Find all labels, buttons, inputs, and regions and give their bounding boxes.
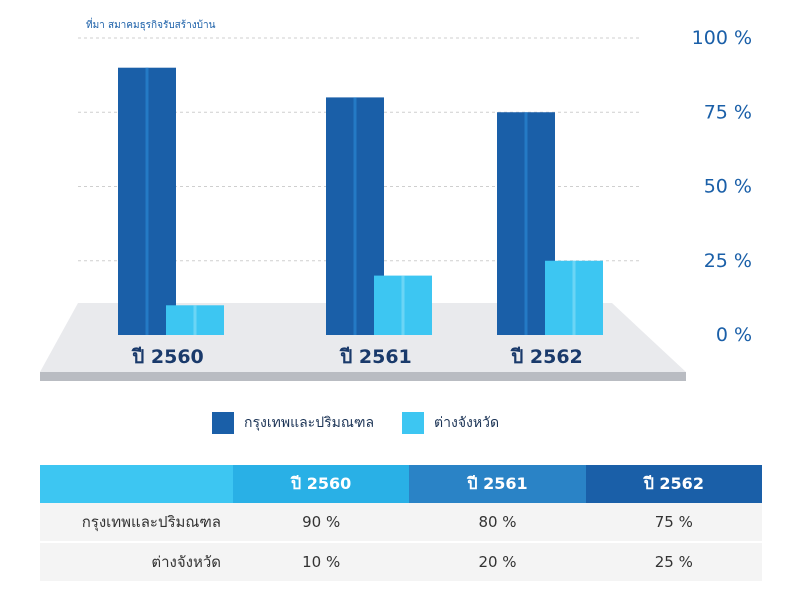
y-tick-label: 25 % — [704, 250, 752, 272]
row-label-provinces: ต่างจังหวัด — [40, 542, 233, 581]
summary-table: ปี 2560 ปี 2561 ปี 2562 กรุงเทพและปริมณฑ… — [40, 465, 762, 581]
x-tick-label: ปี 2561 — [339, 346, 411, 368]
bar-chart: ที่มา สมาคมธุรกิจรับสร้างบ้าน ปี 2560 ปี … — [40, 17, 752, 381]
y-tick-label: 50 % — [704, 176, 752, 198]
bar-highlight — [524, 112, 528, 335]
legend-label-provinces: ต่างจังหวัด — [434, 415, 500, 431]
table-cell: 90 % — [233, 503, 410, 543]
bar-highlight — [145, 67, 149, 335]
legend-swatch-bangkok — [212, 412, 234, 434]
source-note: ที่มา สมาคมธุรกิจรับสร้างบ้าน — [86, 17, 216, 31]
legend-swatch-provinces — [402, 412, 425, 434]
legend-item-provinces: ต่างจังหวัด — [402, 412, 499, 434]
bar-highlight — [572, 260, 576, 335]
bar-highlight — [353, 97, 357, 336]
chart-floor-edge — [40, 372, 686, 381]
table-header-row: ปี 2560 ปี 2561 ปี 2562 — [40, 465, 762, 503]
legend-label-bangkok: กรุงเทพและปริมณฑล — [244, 415, 375, 431]
table-cell: 10 % — [233, 542, 410, 581]
y-tick-label: 75 % — [704, 101, 752, 123]
bar-highlight — [193, 305, 197, 335]
table-row: ต่างจังหวัด 10 % 20 % 25 % — [40, 542, 762, 581]
y-tick-label: 0 % — [716, 324, 752, 346]
table-header-empty — [40, 465, 233, 503]
table-header-2561: ปี 2561 — [409, 465, 586, 503]
legend: กรุงเทพและปริมณฑล ต่างจังหวัด — [212, 412, 517, 434]
table-header-2562: ปี 2562 — [585, 465, 762, 503]
table-cell: 25 % — [585, 542, 762, 581]
y-tick-label: 100 % — [692, 27, 752, 49]
table-header-2560: ปี 2560 — [233, 465, 410, 503]
x-tick-label: ปี 2560 — [131, 346, 203, 368]
legend-item-bangkok: กรุงเทพและปริมณฑล — [212, 412, 374, 434]
bar-highlight — [401, 275, 405, 335]
table-cell: 75 % — [585, 503, 762, 543]
table-cell: 20 % — [409, 542, 586, 581]
x-tick-label: ปี 2562 — [510, 346, 582, 368]
table-cell: 80 % — [409, 503, 586, 543]
table-row: กรุงเทพและปริมณฑล 90 % 80 % 75 % — [40, 503, 762, 543]
row-label-bangkok: กรุงเทพและปริมณฑล — [40, 503, 233, 543]
